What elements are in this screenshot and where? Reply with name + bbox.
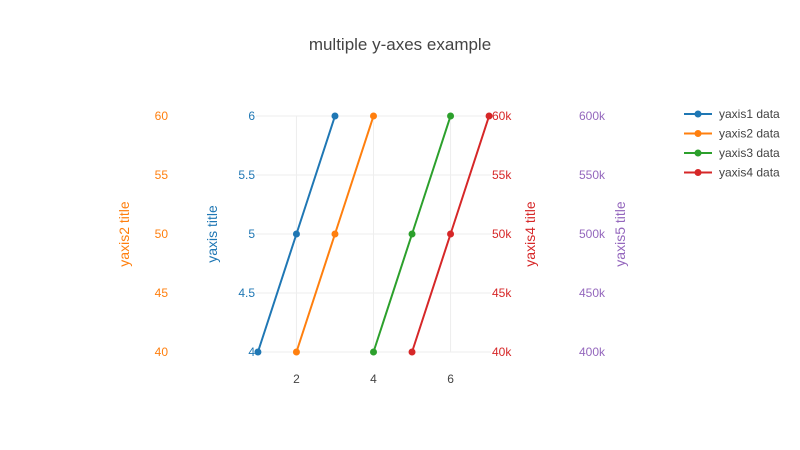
- legend-item[interactable]: yaxis3 data: [684, 146, 780, 160]
- legend-item[interactable]: yaxis1 data: [684, 107, 780, 121]
- data-point: [331, 112, 339, 120]
- y5-tick-label: 550k: [579, 168, 606, 182]
- y5-tick-label: 600k: [579, 109, 606, 123]
- data-point: [485, 112, 493, 120]
- data-point: [331, 230, 339, 238]
- legend-marker: [694, 149, 702, 157]
- y1-tick-label: 5: [248, 227, 255, 241]
- y2-tick-label: 50: [155, 227, 169, 241]
- legend-label: yaxis3 data: [719, 146, 780, 160]
- legend-label: yaxis2 data: [719, 127, 780, 141]
- y1-axis-title: yaxis title: [204, 205, 220, 263]
- y5-tick-label: 500k: [579, 227, 606, 241]
- legend-marker: [694, 110, 702, 118]
- series: [254, 112, 493, 356]
- data-point: [254, 348, 262, 356]
- y5-axis-title: yaxis5 title: [612, 201, 628, 267]
- y2-tick-label: 45: [155, 286, 169, 300]
- x-tick-label: 6: [447, 372, 454, 386]
- data-point: [370, 348, 377, 356]
- data-point: [292, 348, 300, 356]
- data-point: [447, 230, 455, 238]
- y2-tick-label: 40: [155, 345, 169, 359]
- legend-marker: [694, 169, 702, 176]
- legend-item[interactable]: yaxis4 data: [684, 166, 780, 180]
- y4-tick-label: 60k: [492, 109, 512, 123]
- x-tick-label: 2: [293, 372, 300, 386]
- y5-tick-label: 450k: [579, 286, 606, 300]
- data-point: [292, 230, 300, 238]
- y4-tick-label: 50k: [492, 227, 512, 241]
- y5-tick-label: 400k: [579, 345, 606, 359]
- legend-label: yaxis1 data: [719, 107, 780, 121]
- y1-tick-label: 5.5: [238, 168, 255, 182]
- data-point: [447, 112, 455, 120]
- legend-label: yaxis4 data: [719, 166, 780, 180]
- y1-tick-label: 4: [248, 345, 255, 359]
- data-point: [408, 348, 416, 356]
- axes: 2 4 6 4 4.5 5 5.5 6 yaxis title 40 45 50 55 60 yaxis2 …: [116, 109, 628, 386]
- legend-item[interactable]: yaxis2 data: [684, 127, 780, 141]
- y2-axis-title: yaxis2 title: [116, 201, 132, 267]
- y1-tick-label: 6: [248, 109, 255, 123]
- y4-tick-label: 40k: [492, 345, 512, 359]
- data-point: [408, 230, 416, 238]
- y1-tick-label: 4.5: [238, 286, 255, 300]
- x-tick-label: 4: [370, 372, 377, 386]
- y4-tick-label: 55k: [492, 168, 512, 182]
- data-point: [370, 112, 377, 120]
- y2-tick-label: 60: [155, 109, 169, 123]
- y2-tick-label: 55: [155, 168, 169, 182]
- legend-marker: [694, 130, 702, 137]
- y4-axis-title: yaxis4 title: [522, 201, 538, 267]
- legend[interactable]: yaxis1 data yaxis2 data yaxis3 data yaxis4 …: [684, 107, 780, 180]
- chart-title: multiple y-axes example: [309, 35, 491, 54]
- y4-tick-label: 45k: [492, 286, 512, 300]
